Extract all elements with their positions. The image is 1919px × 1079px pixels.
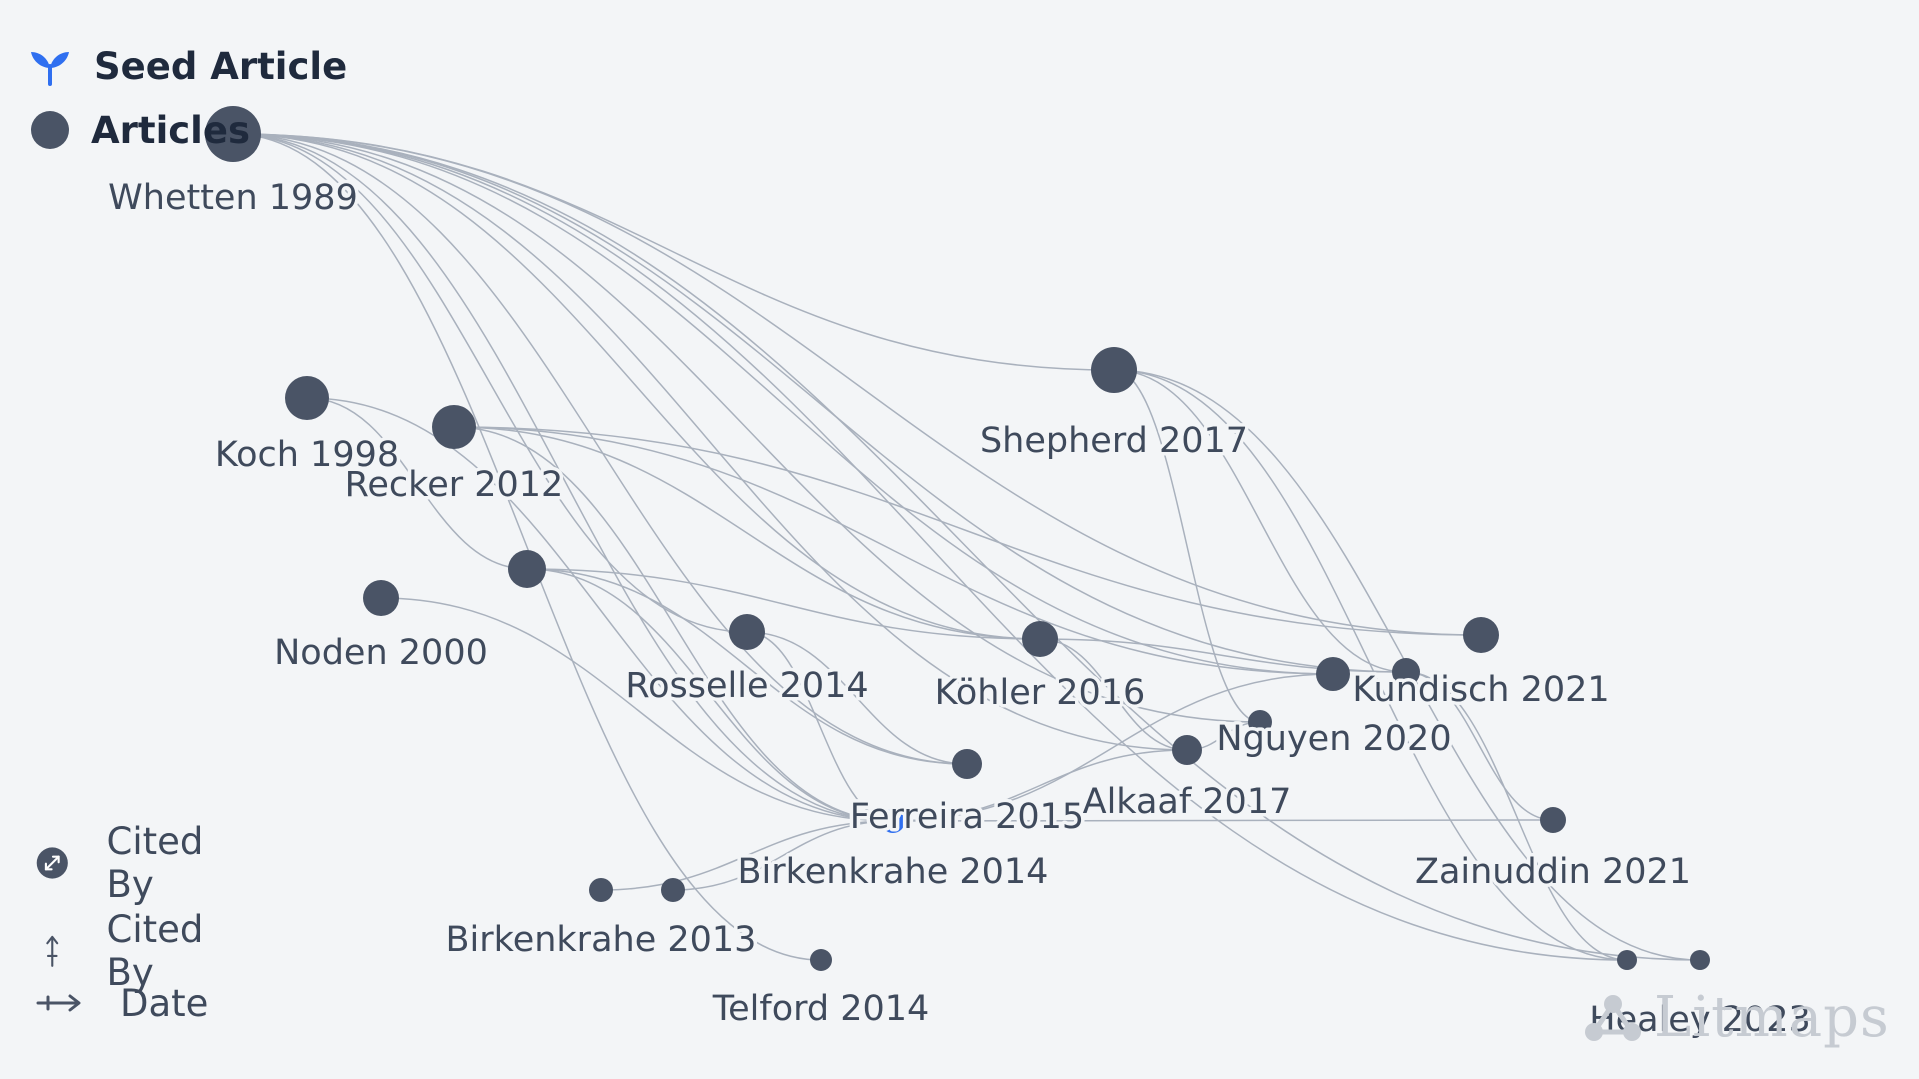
citation-edge [232, 133, 1115, 371]
article-label: Birkenkrahe 2014 [738, 852, 1049, 892]
litmaps-logo-icon [1585, 994, 1641, 1041]
citation-edge [672, 820, 894, 891]
article-node[interactable] [661, 878, 685, 902]
citation-edge [232, 133, 1482, 636]
citation-edge [232, 133, 822, 961]
citation-edge [1405, 671, 1554, 821]
article-node[interactable] [952, 749, 982, 779]
article-nodes[interactable] [205, 106, 1710, 971]
article-label: Köhler 2016 [935, 673, 1146, 713]
citation-edge [1113, 369, 1261, 723]
article-node[interactable] [363, 580, 399, 616]
citation-edge [892, 819, 1554, 822]
articles-legend-label: Articles [91, 108, 250, 152]
article-label: Birkenkrahe 2013 [446, 920, 757, 960]
article-node[interactable] [1617, 950, 1637, 970]
citation-edge [306, 397, 894, 822]
article-node[interactable] [285, 376, 329, 420]
citation-edge [232, 133, 1701, 961]
article-node[interactable] [1172, 735, 1202, 765]
article-node[interactable] [729, 614, 765, 650]
citation-edge [892, 749, 1188, 822]
article-node[interactable] [1463, 617, 1499, 653]
arrow-up-icon [46, 935, 59, 967]
citation-edge [526, 568, 968, 765]
citation-edge [232, 133, 1261, 723]
x-axis-legend-label: Date [120, 981, 209, 1025]
article-node[interactable] [1248, 710, 1272, 734]
article-node[interactable] [1690, 950, 1710, 970]
article-label: Koch 1998 [215, 435, 399, 475]
citation-edge [746, 631, 894, 822]
article-node[interactable] [1022, 621, 1058, 657]
citation-edge [526, 568, 894, 822]
article-node[interactable] [589, 878, 613, 902]
article-node[interactable] [810, 949, 832, 971]
citation-edge [892, 673, 1334, 822]
citation-edge [526, 568, 1041, 640]
size-legend-label: Cited By [106, 820, 204, 906]
citation-edge [232, 133, 1041, 640]
article-node[interactable] [432, 405, 476, 449]
citation-edge [232, 133, 894, 822]
citation-edge [1113, 369, 1407, 673]
articles-legend-row: Articles [28, 98, 347, 162]
article-node[interactable] [1091, 347, 1137, 393]
y-axis-legend-label: Cited By [106, 908, 204, 994]
expand-diagonal-icon [36, 847, 68, 879]
sprout-icon [31, 52, 69, 86]
seed-legend-label: Seed Article [94, 44, 348, 88]
size-legend-row: Cited By [36, 820, 217, 906]
citation-edge [1113, 369, 1628, 961]
citation-edge [453, 426, 1482, 636]
node-legend: Seed Article Articles [28, 34, 347, 162]
citation-edge [380, 597, 894, 822]
article-label: Noden 2000 [274, 633, 488, 673]
article-label: Recker 2012 [345, 465, 564, 505]
x-axis-legend-row: Date [36, 980, 208, 1026]
watermark-text: Litmaps [1654, 985, 1890, 1050]
article-label: Shepherd 2017 [980, 421, 1248, 461]
seed-legend-row: Seed Article [28, 34, 347, 98]
article-node[interactable] [508, 550, 546, 588]
citation-edges [232, 133, 1701, 961]
citation-edge [306, 397, 528, 570]
y-axis-legend-row: Cited By [36, 908, 217, 994]
citation-edge [232, 133, 1628, 961]
article-label: Nguyen 2020 [1216, 719, 1451, 759]
article-label: Rosselle 2014 [625, 666, 868, 706]
citation-edge [746, 631, 968, 765]
sprout-icon [885, 813, 901, 828]
article-label: Alkaaf 2017 [1083, 782, 1292, 822]
citation-edge [232, 133, 748, 633]
citation-edge [232, 133, 1334, 675]
citation-edge [600, 820, 894, 891]
article-label: Whetten 1989 [108, 178, 358, 218]
citation-edge [1039, 638, 1188, 751]
article-node[interactable] [1392, 658, 1420, 686]
citation-edge [453, 426, 1041, 640]
article-node[interactable] [205, 106, 261, 162]
article-node[interactable] [1316, 657, 1350, 691]
citation-edge [232, 133, 968, 765]
article-label: Telford 2014 [712, 989, 930, 1029]
citation-edge [453, 426, 1334, 675]
litmaps-watermark: Litmaps [1582, 985, 1890, 1050]
dot-icon [31, 111, 69, 149]
article-label: Ferreira 2015 [850, 797, 1084, 837]
article-node[interactable] [1540, 807, 1566, 833]
article-label: Zainuddin 2021 [1415, 852, 1691, 892]
citation-edge [232, 133, 1407, 673]
article-label: Kundisch 2021 [1352, 670, 1609, 710]
citation-edge [232, 133, 1188, 751]
citation-edge [453, 426, 894, 822]
arrow-right-icon [36, 994, 81, 1012]
citation-edge [1405, 671, 1628, 961]
